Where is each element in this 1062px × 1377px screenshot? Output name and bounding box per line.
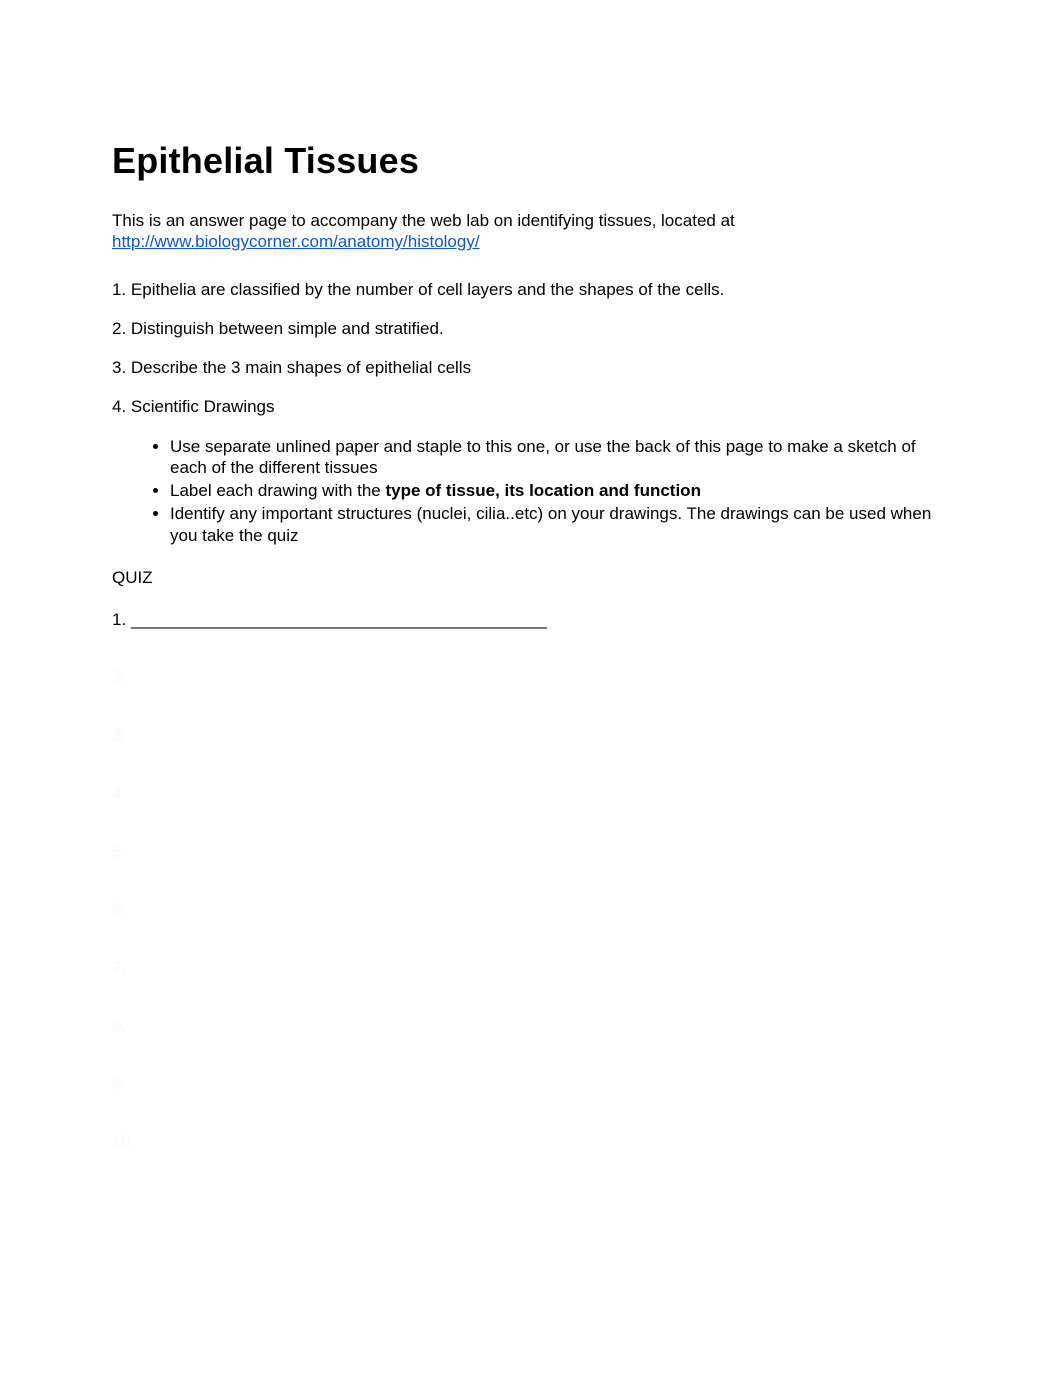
- quiz-blank-6: ________________________________________…: [131, 900, 547, 919]
- quiz-header: QUIZ: [112, 568, 952, 588]
- quiz-num-9: 9.: [112, 1074, 126, 1093]
- quiz-line-7: 7. _____________________________________…: [112, 958, 952, 978]
- quiz-num-6: 6.: [112, 900, 126, 919]
- quiz-line-2: 2. _____________________________________…: [112, 668, 952, 688]
- quiz-line-4: 4. _____________________________________…: [112, 784, 952, 804]
- quiz-line-5: 5. _____________________________________…: [112, 842, 952, 862]
- quiz-line-1: 1. _____________________________________…: [112, 610, 952, 630]
- quiz-blank-9: ________________________________________…: [131, 1074, 547, 1093]
- bullet-1: Use separate unlined paper and staple to…: [170, 436, 952, 479]
- quiz-num-5: 5.: [112, 842, 126, 861]
- quiz-blank-10: ________________________________________…: [140, 1132, 556, 1151]
- quiz-line-8: 8. _____________________________________…: [112, 1016, 952, 1036]
- question-4: 4. Scientific Drawings: [112, 396, 952, 417]
- question-3: 3. Describe the 3 main shapes of epithel…: [112, 357, 952, 378]
- intro-text: This is an answer page to accompany the …: [112, 211, 735, 230]
- question-2: 2. Distinguish between simple and strati…: [112, 318, 952, 339]
- quiz-blank-2: ________________________________________…: [131, 668, 547, 687]
- quiz-blank-8: ________________________________________…: [131, 1016, 547, 1035]
- quiz-line-3: 3. _____________________________________…: [112, 726, 952, 746]
- quiz-blank-3: ________________________________________…: [131, 726, 547, 745]
- bullet-list: Use separate unlined paper and staple to…: [112, 436, 952, 546]
- page-title: Epithelial Tissues: [112, 140, 952, 182]
- quiz-line-10: 10. ____________________________________…: [112, 1132, 952, 1152]
- quiz-line-6: 6. _____________________________________…: [112, 900, 952, 920]
- bullet-2-bold: type of tissue, its location and functio…: [385, 481, 700, 500]
- intro-paragraph: This is an answer page to accompany the …: [112, 210, 952, 253]
- quiz-num-2: 2.: [112, 668, 126, 687]
- quiz-line-9: 9. _____________________________________…: [112, 1074, 952, 1094]
- document-page: Epithelial Tissues This is an answer pag…: [0, 0, 1062, 1377]
- quiz-num-4: 4.: [112, 784, 126, 803]
- source-link[interactable]: http://www.biologycorner.com/anatomy/his…: [112, 232, 480, 251]
- quiz-blank-7: ________________________________________…: [131, 958, 547, 977]
- question-1: 1. Epithelia are classified by the numbe…: [112, 279, 952, 300]
- quiz-num-3: 3.: [112, 726, 126, 745]
- quiz-num-1: 1.: [112, 610, 126, 629]
- quiz-blank-5: ________________________________________…: [131, 842, 547, 861]
- bullet-2-pre: Label each drawing with the: [170, 481, 385, 500]
- quiz-num-10: 10.: [112, 1132, 136, 1151]
- bullet-3: Identify any important structures (nucle…: [170, 503, 952, 546]
- quiz-num-8: 8.: [112, 1016, 126, 1035]
- quiz-blank-4: ________________________________________…: [131, 784, 547, 803]
- quiz-num-7: 7.: [112, 958, 126, 977]
- quiz-blank-1: ________________________________________…: [131, 610, 547, 629]
- bullet-2: Label each drawing with the type of tiss…: [170, 480, 952, 501]
